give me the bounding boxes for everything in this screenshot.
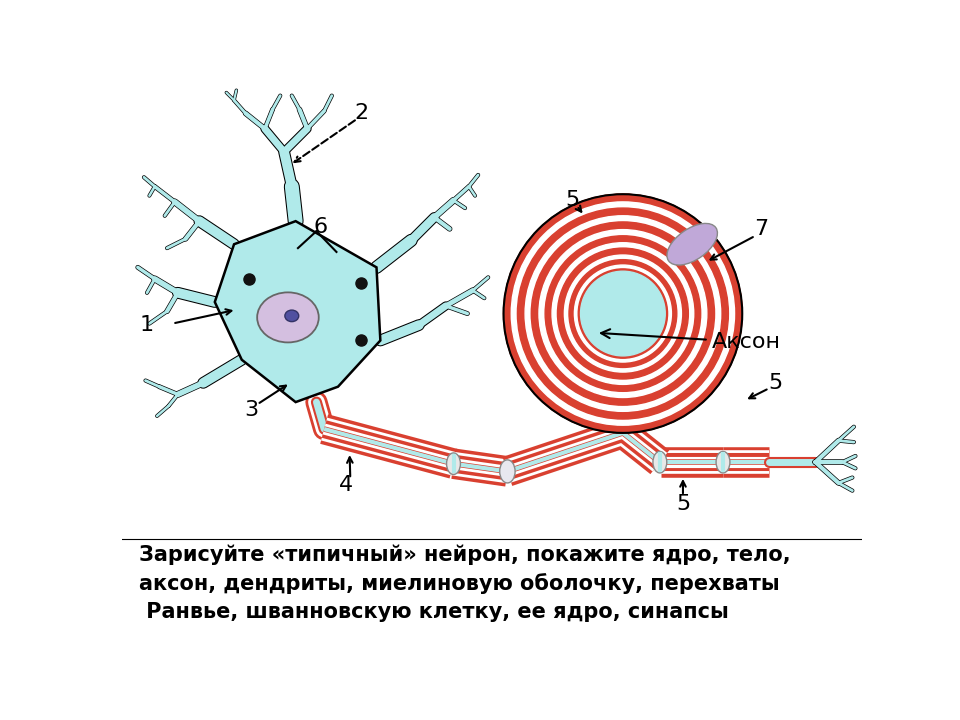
Ellipse shape [446, 453, 461, 474]
Text: 4: 4 [339, 475, 352, 495]
Circle shape [574, 265, 671, 362]
Circle shape [581, 271, 665, 356]
Circle shape [539, 230, 707, 397]
Circle shape [525, 216, 721, 411]
Text: 6: 6 [314, 217, 328, 237]
Text: Ранвье, шванновскую клетку, ее ядро, синапсы: Ранвье, шванновскую клетку, ее ядро, син… [139, 601, 730, 621]
Circle shape [525, 216, 721, 411]
Circle shape [512, 202, 734, 426]
Text: 1: 1 [140, 315, 155, 335]
Text: Аксон: Аксон [601, 329, 780, 352]
Text: 2: 2 [354, 104, 369, 123]
Circle shape [504, 194, 742, 433]
Circle shape [574, 265, 671, 362]
Circle shape [578, 269, 667, 359]
Circle shape [517, 208, 729, 419]
Ellipse shape [285, 310, 299, 322]
Circle shape [545, 235, 701, 391]
Ellipse shape [257, 292, 319, 343]
Circle shape [552, 243, 694, 384]
Circle shape [539, 230, 707, 397]
Circle shape [558, 248, 688, 379]
Circle shape [552, 243, 694, 384]
Ellipse shape [667, 223, 717, 265]
Circle shape [504, 194, 742, 433]
Ellipse shape [500, 460, 516, 483]
Ellipse shape [716, 451, 730, 473]
Circle shape [531, 222, 714, 405]
Text: Зарисуйте «типичный» нейрон, покажите ядро, тело,: Зарисуйте «типичный» нейрон, покажите яд… [139, 544, 791, 564]
Ellipse shape [653, 451, 667, 473]
Text: 5: 5 [768, 373, 782, 393]
Circle shape [569, 260, 677, 367]
Text: 7: 7 [755, 219, 769, 239]
Circle shape [569, 260, 677, 367]
Circle shape [564, 255, 682, 372]
Circle shape [558, 248, 688, 379]
Circle shape [531, 222, 714, 405]
Circle shape [512, 202, 734, 426]
Circle shape [578, 269, 667, 359]
Text: 5: 5 [676, 494, 690, 514]
Circle shape [545, 235, 701, 391]
Circle shape [581, 271, 665, 356]
Circle shape [517, 208, 729, 419]
Polygon shape [215, 221, 380, 402]
Text: 3: 3 [245, 400, 259, 420]
Text: аксон, дендриты, миелиновую оболочку, перехваты: аксон, дендриты, миелиновую оболочку, пе… [139, 572, 780, 593]
Circle shape [564, 255, 682, 372]
Text: 5: 5 [565, 190, 580, 210]
